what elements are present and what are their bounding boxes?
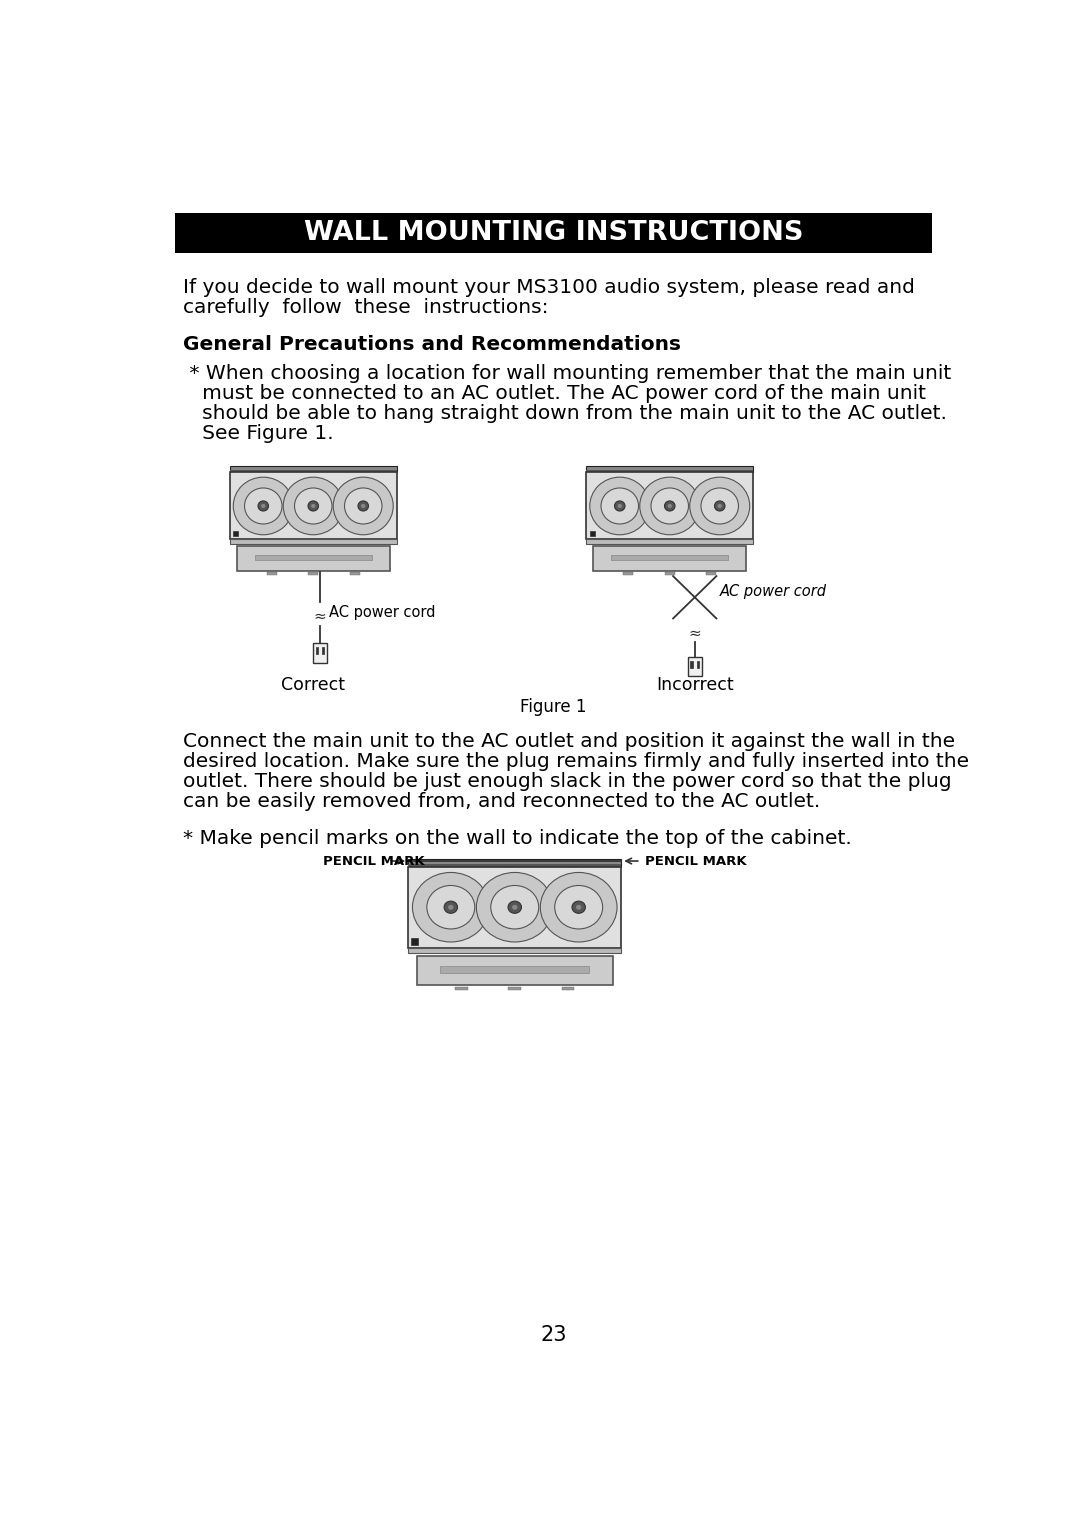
Bar: [233, 532, 238, 537]
Ellipse shape: [345, 487, 382, 524]
Ellipse shape: [651, 487, 688, 524]
Ellipse shape: [258, 501, 269, 510]
Ellipse shape: [615, 501, 625, 510]
Bar: [706, 572, 716, 575]
Ellipse shape: [540, 872, 617, 941]
Ellipse shape: [308, 501, 319, 510]
Text: Figure 1: Figure 1: [521, 698, 586, 716]
Ellipse shape: [283, 477, 343, 535]
Bar: [315, 647, 319, 655]
Ellipse shape: [476, 872, 553, 941]
Ellipse shape: [572, 901, 585, 914]
Text: Connect the main unit to the AC outlet and position it against the wall in the: Connect the main unit to the AC outlet a…: [183, 733, 955, 751]
Ellipse shape: [413, 872, 489, 941]
Ellipse shape: [715, 501, 725, 510]
Ellipse shape: [334, 477, 393, 535]
Text: PENCIL MARK: PENCIL MARK: [645, 854, 746, 868]
Text: * Make pencil marks on the wall to indicate the top of the cabinet.: * Make pencil marks on the wall to indic…: [183, 829, 852, 848]
Text: AC power cord: AC power cord: [720, 584, 827, 599]
Text: outlet. There should be just enough slack in the power cord so that the plug: outlet. There should be just enough slac…: [183, 773, 951, 791]
Bar: [408, 866, 621, 947]
Text: If you decide to wall mount your MS3100 audio system, please read and: If you decide to wall mount your MS3100 …: [183, 277, 915, 297]
Ellipse shape: [512, 904, 517, 909]
Bar: [230, 466, 396, 472]
Text: PENCIL MARK: PENCIL MARK: [323, 854, 424, 868]
Bar: [623, 572, 633, 575]
Bar: [230, 540, 396, 544]
Bar: [237, 546, 390, 570]
Ellipse shape: [718, 504, 721, 507]
Bar: [562, 987, 575, 990]
Ellipse shape: [639, 477, 700, 535]
Bar: [175, 213, 932, 253]
Bar: [230, 469, 396, 472]
Ellipse shape: [690, 477, 750, 535]
Bar: [586, 472, 753, 540]
Bar: [267, 572, 276, 575]
Bar: [611, 555, 728, 560]
Bar: [590, 532, 594, 537]
Bar: [230, 472, 396, 540]
Text: desired location. Make sure the plug remains firmly and fully inserted into the: desired location. Make sure the plug rem…: [183, 753, 969, 771]
Ellipse shape: [362, 504, 365, 507]
Ellipse shape: [667, 504, 672, 507]
Bar: [586, 540, 753, 544]
Bar: [665, 572, 675, 575]
Text: can be easily removed from, and reconnected to the AC outlet.: can be easily removed from, and reconnec…: [183, 793, 821, 811]
Bar: [688, 658, 702, 676]
Text: ≈: ≈: [313, 609, 326, 624]
Ellipse shape: [490, 886, 539, 929]
Ellipse shape: [600, 487, 638, 524]
Bar: [308, 572, 319, 575]
Bar: [408, 863, 621, 866]
Bar: [593, 546, 746, 570]
Text: should be able to hang straight down from the main unit to the AC outlet.: should be able to hang straight down fro…: [183, 405, 947, 423]
Ellipse shape: [508, 901, 522, 914]
Bar: [255, 555, 372, 560]
Bar: [408, 858, 621, 866]
Ellipse shape: [233, 477, 294, 535]
Text: See Figure 1.: See Figure 1.: [183, 425, 334, 443]
Ellipse shape: [590, 477, 650, 535]
Ellipse shape: [664, 501, 675, 510]
Bar: [455, 987, 468, 990]
Ellipse shape: [448, 904, 454, 909]
Bar: [322, 647, 324, 655]
Text: ≈: ≈: [688, 625, 701, 641]
Text: General Precautions and Recommendations: General Precautions and Recommendations: [183, 334, 681, 354]
Text: carefully  follow  these  instructions:: carefully follow these instructions:: [183, 297, 549, 317]
Text: * When choosing a location for wall mounting remember that the main unit: * When choosing a location for wall moun…: [183, 365, 951, 383]
Bar: [417, 955, 612, 986]
Text: Incorrect: Incorrect: [656, 676, 733, 694]
Ellipse shape: [555, 886, 603, 929]
Bar: [411, 938, 418, 944]
Bar: [408, 947, 621, 954]
Ellipse shape: [261, 504, 265, 507]
Bar: [350, 572, 360, 575]
Ellipse shape: [618, 504, 622, 507]
Bar: [586, 466, 753, 472]
Ellipse shape: [577, 904, 581, 909]
Bar: [586, 469, 753, 472]
Bar: [441, 966, 590, 972]
Ellipse shape: [444, 901, 458, 914]
Ellipse shape: [427, 886, 475, 929]
Text: WALL MOUNTING INSTRUCTIONS: WALL MOUNTING INSTRUCTIONS: [303, 221, 804, 247]
Text: AC power cord: AC power cord: [329, 606, 435, 621]
Bar: [697, 661, 699, 668]
Ellipse shape: [244, 487, 282, 524]
Text: 23: 23: [540, 1325, 567, 1344]
Bar: [313, 644, 327, 662]
Ellipse shape: [357, 501, 368, 510]
Ellipse shape: [701, 487, 739, 524]
Bar: [509, 987, 522, 990]
Ellipse shape: [295, 487, 332, 524]
Text: must be connected to an AC outlet. The AC power cord of the main unit: must be connected to an AC outlet. The A…: [183, 385, 926, 403]
Text: Correct: Correct: [281, 676, 346, 694]
Ellipse shape: [311, 504, 315, 507]
Bar: [690, 661, 693, 668]
